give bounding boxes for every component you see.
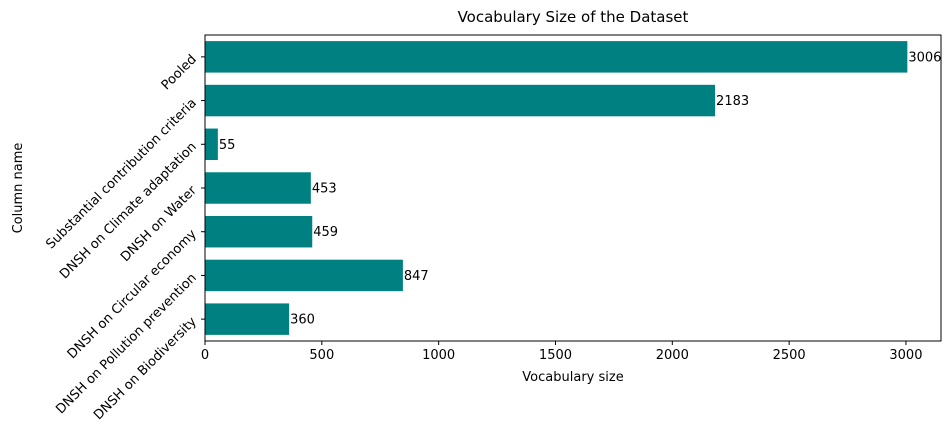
y-tick-label: Pooled bbox=[159, 52, 200, 93]
bar-value-label: 459 bbox=[313, 225, 338, 240]
plot-frame bbox=[204, 34, 942, 342]
bar bbox=[205, 41, 908, 73]
chart-title: Vocabulary Size of the Dataset bbox=[458, 8, 689, 26]
x-tick-label: 1500 bbox=[539, 348, 572, 363]
bar-value-label: 3006 bbox=[908, 50, 941, 65]
bar bbox=[205, 172, 311, 204]
bar bbox=[205, 84, 716, 117]
bar-value-label: 55 bbox=[219, 138, 236, 153]
x-tick-label: 2500 bbox=[773, 348, 806, 363]
bar-value-label: 2183 bbox=[716, 94, 749, 109]
x-tick-label: 3000 bbox=[889, 348, 922, 363]
x-ticks-group: 0 500 1000 1500 2000 2500 3000 bbox=[201, 341, 922, 363]
x-tick-label: 1000 bbox=[422, 348, 455, 363]
bar bbox=[205, 259, 403, 292]
x-tick-label: 0 bbox=[201, 348, 209, 363]
bar bbox=[205, 303, 290, 335]
value-labels-group: 3006 2183 55 453 459 847 360 bbox=[219, 50, 942, 327]
bar-value-label: 360 bbox=[290, 313, 315, 328]
bars-group bbox=[205, 41, 908, 335]
bar bbox=[205, 215, 313, 248]
y-axis-label: Column name bbox=[11, 143, 26, 234]
bar bbox=[205, 128, 218, 161]
x-tick-label: 500 bbox=[309, 348, 334, 363]
bar-value-label: 847 bbox=[404, 269, 429, 284]
y-tick-label: DNSH on Water bbox=[118, 183, 200, 265]
x-tick-label: 2000 bbox=[656, 348, 689, 363]
y-tick-label: Substantial contribution criteria bbox=[43, 96, 199, 252]
bar-value-label: 453 bbox=[312, 182, 337, 197]
x-axis-label: Vocabulary size bbox=[522, 370, 623, 385]
